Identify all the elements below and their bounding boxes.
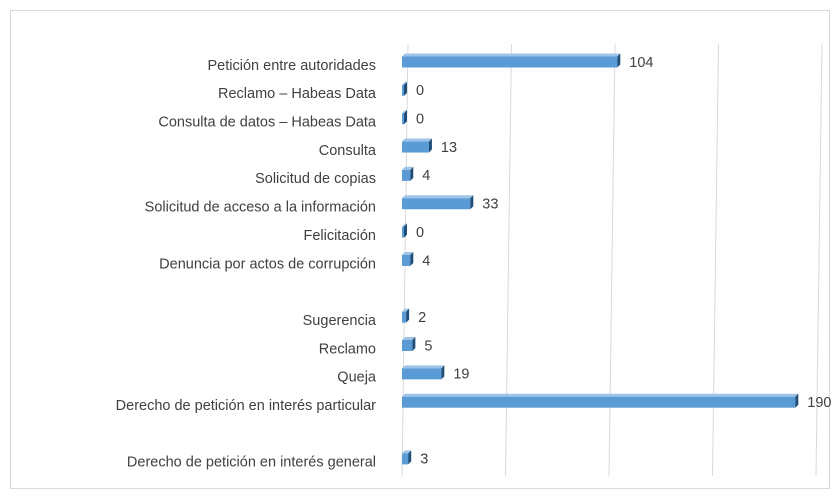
bar [402,450,412,465]
bar-side [428,138,432,153]
chart-frame [10,10,830,489]
bar-side [408,450,412,465]
value-label: 2 [418,310,426,326]
y-tick-label: Derecho de petición en interés particula… [116,398,377,414]
bar-front [402,396,796,408]
bar-top [402,337,416,340]
y-tick-label: Queja [337,370,377,386]
bar-front [402,169,411,181]
bar-side [795,393,799,408]
value-label: 13 [441,140,457,156]
bar [402,110,407,125]
value-label: 0 [416,225,424,241]
bar-front [402,453,409,465]
bar-front [402,368,442,380]
bar [402,138,432,153]
bar [402,308,410,323]
y-tick-label: Solicitud de acceso a la información [145,200,376,216]
bar-side [404,81,407,96]
bar-front [402,113,404,125]
bar-top [402,53,621,57]
bar-front [402,340,413,351]
bar-front [402,198,471,210]
bar-top [402,251,414,255]
value-label: 0 [416,83,424,99]
value-label: 4 [422,253,430,269]
value-label: 5 [424,338,432,354]
bar [402,393,799,408]
bar [402,81,407,96]
bar-side [404,223,407,238]
bar-side [406,308,410,323]
bar-top [402,365,445,369]
y-tick-label: Derecho de petición en interés general [127,455,376,471]
bar-top [402,223,407,227]
bar-side [410,166,414,181]
bar-side [404,110,407,125]
value-label: 19 [453,367,469,383]
y-tick-label: Consulta [319,143,377,159]
value-label: 4 [422,168,430,184]
bar-side [410,251,414,266]
bar-side [470,195,474,210]
bar-side [617,53,621,68]
value-label: 0 [416,112,424,128]
value-label: 3 [420,452,428,468]
bar [402,195,474,210]
bar-top [402,110,407,114]
y-tick-label: Solicitud de copias [255,171,376,187]
bar-front [402,226,404,238]
y-tick-label: Consulta de datos – Habeas Data [158,115,377,131]
bar [402,337,416,351]
y-tick-label: Sugerencia [303,313,377,329]
bar-top [402,195,474,199]
bar-top [402,166,414,170]
bar-top [402,81,407,85]
bar-top [402,393,799,397]
bar-top [402,450,412,454]
value-label: 190 [807,395,831,411]
bar [402,223,407,238]
bar-front [402,56,618,68]
bar-front [402,311,407,323]
bar [402,166,414,181]
bar [402,365,445,380]
bar-top [402,138,432,142]
y-tick-label: Felicitación [303,228,376,244]
y-tick-label: Petición entre autoridades [208,58,376,74]
bar-front [402,84,404,96]
bar-side [412,337,416,351]
value-label: 104 [629,55,653,71]
bar-side [441,365,445,380]
value-label: 33 [482,197,498,213]
bar-front [402,254,411,266]
bar [402,53,621,68]
y-tick-label: Reclamo [319,341,376,357]
y-tick-label: Reclamo – Habeas Data [218,86,377,102]
y-tick-label: Denuncia por actos de corrupción [159,256,376,272]
bar [402,251,414,266]
grid-line [815,43,823,477]
bar-front [402,141,429,153]
bar-top [402,308,410,312]
